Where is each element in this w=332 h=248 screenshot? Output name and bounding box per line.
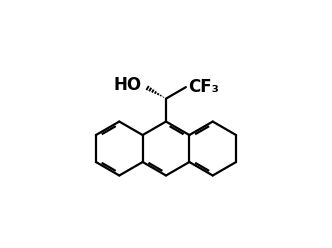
Text: HO: HO bbox=[114, 76, 142, 94]
Text: CF₃: CF₃ bbox=[188, 78, 219, 96]
